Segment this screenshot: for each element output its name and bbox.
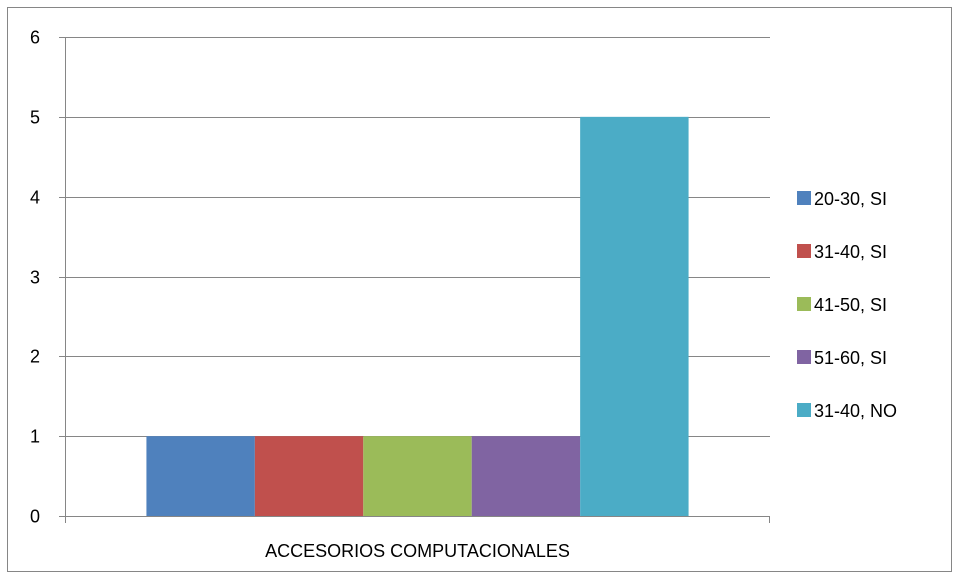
- bar-4: [471, 436, 581, 516]
- bar-2: [254, 436, 364, 516]
- y-tick-label: 4: [30, 188, 40, 208]
- legend-swatch: [797, 297, 811, 311]
- y-tick-label: 5: [30, 108, 40, 128]
- y-tick-label: 2: [30, 347, 40, 367]
- legend-label: 41-50, SI: [814, 295, 887, 315]
- legend-label: 31-40, SI: [814, 242, 887, 262]
- legend-label: 31-40, NO: [814, 401, 897, 421]
- y-tick-label: 1: [30, 427, 40, 447]
- bar-1: [146, 436, 255, 516]
- legend-swatch: [797, 191, 811, 205]
- legend: 20-30, SI 31-40, SI 41-50, SI 51-60, SI 31-4…: [797, 189, 897, 421]
- axes: [59, 37, 770, 523]
- axis-labels: 0 1 2 3 4 5 6 ACCESORIOS COMPUTACIONALES: [30, 28, 570, 562]
- bar-5: [580, 116, 689, 516]
- bars: [146, 116, 689, 516]
- y-tick-label: 6: [30, 28, 40, 48]
- x-category-label: ACCESORIOS COMPUTACIONALES: [265, 541, 570, 561]
- bar-3: [363, 436, 472, 516]
- y-tick-label: 3: [30, 268, 40, 288]
- legend-label: 20-30, SI: [814, 189, 887, 209]
- legend-swatch: [797, 350, 811, 364]
- legend-swatch: [797, 244, 811, 258]
- y-tick-label: 0: [30, 507, 40, 527]
- legend-swatch: [797, 403, 811, 417]
- legend-label: 51-60, SI: [814, 348, 887, 368]
